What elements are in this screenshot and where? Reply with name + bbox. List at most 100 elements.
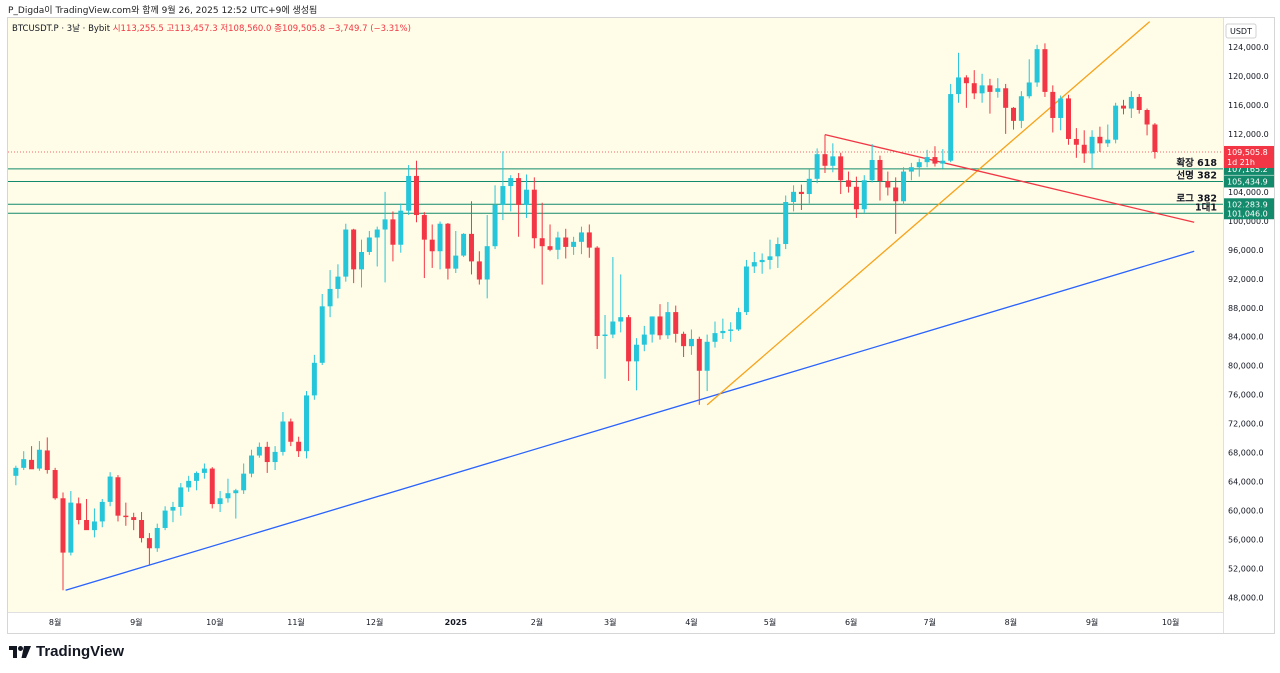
candle-body xyxy=(673,312,679,334)
candle-body xyxy=(84,520,90,531)
candle xyxy=(908,162,914,181)
candle-body xyxy=(578,232,584,242)
current-price-tag xyxy=(1224,145,1274,168)
candle xyxy=(311,354,317,400)
candle-body xyxy=(1042,49,1048,92)
candle-body xyxy=(956,77,962,95)
y-tick-label: 56,000.0 xyxy=(1228,536,1264,545)
candle-body xyxy=(1081,144,1087,154)
candle-body xyxy=(359,251,365,270)
candle xyxy=(956,52,962,103)
candle-body xyxy=(209,468,215,505)
candle-body xyxy=(476,261,482,280)
tradingview-brand: TradingView xyxy=(9,643,124,660)
level-price-tag-text: 107,165.2 xyxy=(1227,165,1268,174)
candle xyxy=(838,152,844,195)
x-tick-label: 12월 xyxy=(366,617,384,627)
candle-body xyxy=(767,256,773,260)
y-tick-label: 112,000.0 xyxy=(1228,130,1269,139)
candle-body xyxy=(508,178,514,187)
candle xyxy=(1011,107,1017,130)
candle xyxy=(610,257,616,339)
candle xyxy=(940,149,946,169)
candle xyxy=(1081,130,1087,163)
candle xyxy=(948,83,954,163)
candle xyxy=(516,173,522,237)
candle xyxy=(327,270,333,318)
candle-body xyxy=(201,468,207,473)
y-tick-label: 100,000.0 xyxy=(1228,217,1269,226)
candle-body xyxy=(822,154,828,166)
level-price-tag xyxy=(1224,207,1274,220)
candle-body xyxy=(91,521,97,531)
candle xyxy=(288,418,294,447)
candle xyxy=(1144,108,1150,136)
candle xyxy=(359,239,365,288)
chart-frame[interactable]: 확장 618 선명 382 로그 382 1대1 124,000.0 120,000.0 1… xyxy=(7,17,1275,634)
candle xyxy=(901,167,907,205)
candle xyxy=(523,174,529,218)
candle xyxy=(154,523,160,552)
candle xyxy=(484,215,490,299)
candle-body xyxy=(468,233,474,262)
candle-body xyxy=(626,317,632,362)
candle-body xyxy=(610,321,616,335)
y-tick-label: 52,000.0 xyxy=(1228,565,1264,574)
y-tick-label: 92,000.0 xyxy=(1228,275,1264,284)
candle-body xyxy=(633,344,639,362)
candle xyxy=(178,483,184,516)
candle xyxy=(453,230,459,273)
y-tick-label: 48,000.0 xyxy=(1228,594,1264,603)
plot-background xyxy=(8,18,1223,612)
candle xyxy=(508,175,514,212)
ohlc-legend: BTCUSDT.P · 3날 · Bybit 시113,255.5 고113,4… xyxy=(12,23,411,34)
y-tick-label: 80,000.0 xyxy=(1228,362,1264,371)
candle-body xyxy=(29,459,35,470)
candle xyxy=(217,491,223,513)
candle xyxy=(885,171,891,196)
candle xyxy=(304,391,310,459)
candle-body xyxy=(1050,91,1056,118)
ohlc-value: 저108,560.0 xyxy=(220,24,274,34)
candle-body xyxy=(178,487,184,507)
candle-body xyxy=(461,233,467,256)
candle xyxy=(673,305,679,343)
candle xyxy=(736,307,742,331)
x-tick-label: 7월 xyxy=(923,617,935,627)
candle-body xyxy=(547,246,553,250)
candle-body xyxy=(971,83,977,94)
candle-body xyxy=(319,306,325,363)
candle xyxy=(382,191,388,283)
candle-body xyxy=(335,276,341,289)
candle xyxy=(1136,94,1142,114)
currency-label: USDT xyxy=(1230,27,1252,36)
candle-body xyxy=(249,455,255,474)
candle-body xyxy=(775,244,781,257)
candle-body xyxy=(484,246,490,280)
candle xyxy=(633,338,639,391)
y-tick-label: 124,000.0 xyxy=(1228,43,1269,52)
candle-body xyxy=(139,520,145,539)
candle xyxy=(571,236,577,255)
y-tick-label: 84,000.0 xyxy=(1228,333,1264,342)
candle xyxy=(877,155,883,201)
ohlc-value: 시113,255.5 xyxy=(113,24,167,34)
candle xyxy=(468,201,474,275)
candle-body xyxy=(1120,105,1126,109)
candle-body xyxy=(704,341,710,371)
candle xyxy=(280,412,286,456)
candle xyxy=(1042,43,1048,97)
candle xyxy=(413,160,419,223)
candle-body xyxy=(908,167,914,172)
candle xyxy=(814,148,820,184)
candle xyxy=(547,224,553,252)
candle xyxy=(759,253,765,274)
candle-body xyxy=(445,223,451,269)
candle xyxy=(728,322,734,342)
candle-body xyxy=(288,421,294,442)
brand-name: TradingView xyxy=(36,643,125,660)
candle-body xyxy=(924,157,930,163)
candle-body xyxy=(877,159,883,181)
y-tick-label: 72,000.0 xyxy=(1228,420,1264,429)
